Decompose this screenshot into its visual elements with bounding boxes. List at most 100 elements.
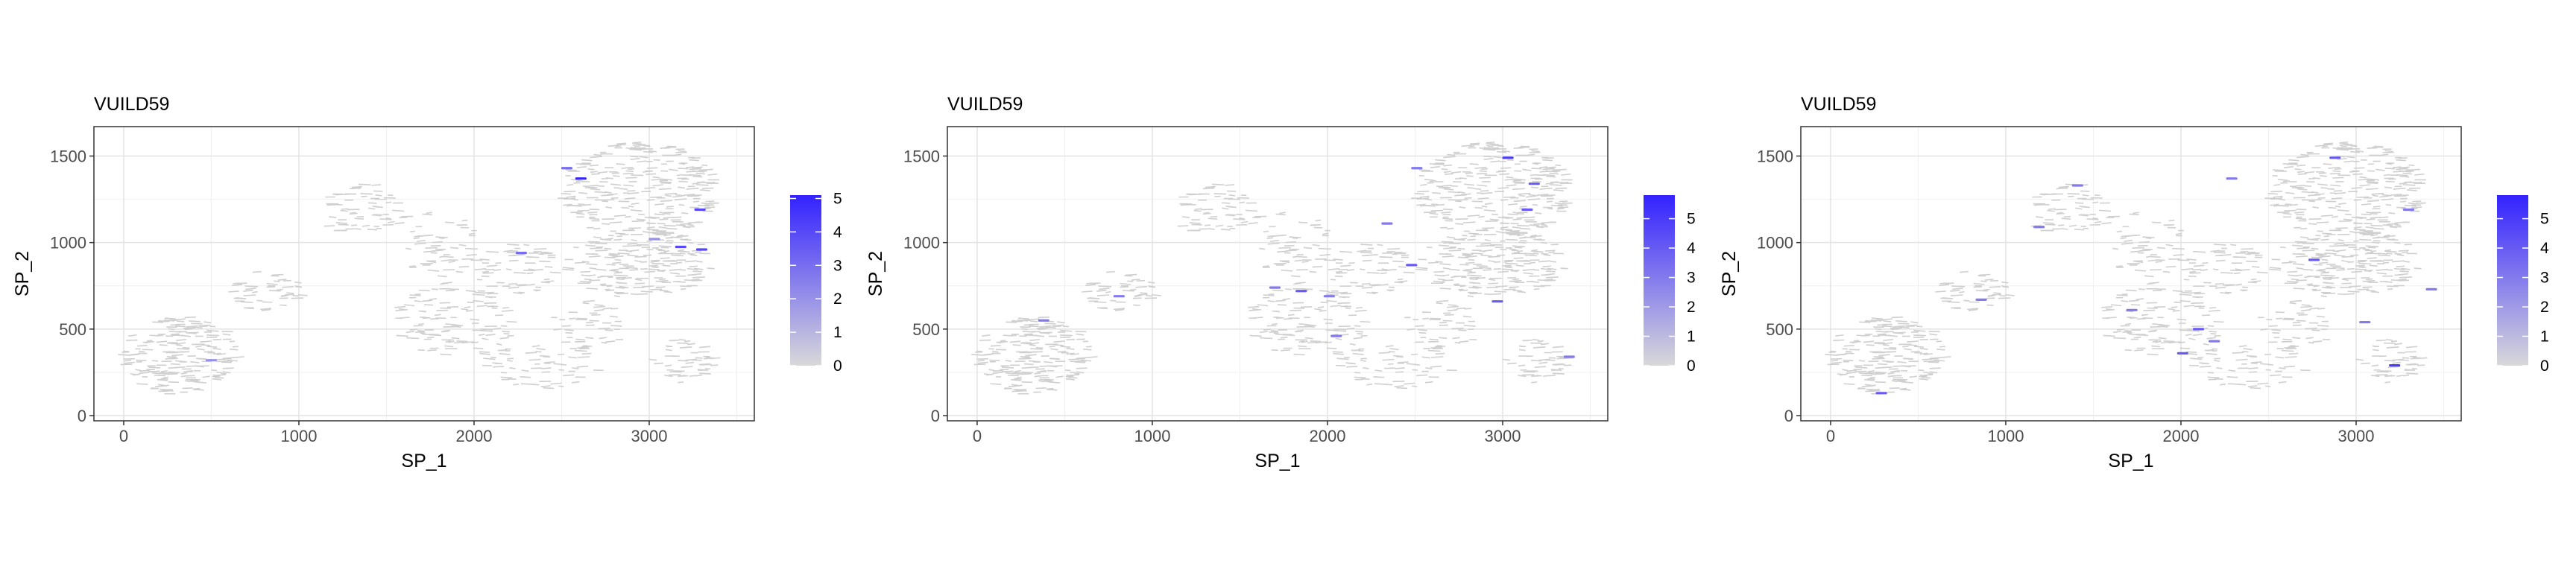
background-cell (358, 183, 371, 185)
background-cell (1443, 241, 1454, 244)
background-cell (543, 387, 555, 390)
background-cell (663, 250, 670, 252)
background-cell (1029, 320, 1038, 322)
background-cell (1913, 346, 1925, 349)
background-cell (1444, 188, 1454, 191)
background-cell (615, 287, 625, 289)
background-cell (2172, 290, 2183, 293)
background-cell (1852, 341, 1858, 344)
background-cell (379, 218, 392, 220)
background-cell (350, 212, 356, 214)
background-cell (621, 206, 630, 209)
chart-title: VUILD59 (1801, 94, 1876, 115)
background-cell (1262, 265, 1269, 267)
background-cell (1144, 297, 1158, 299)
background-cell (1913, 334, 1926, 337)
background-cell (1023, 363, 1034, 366)
background-cell (644, 270, 656, 273)
background-cell (1360, 251, 1372, 254)
background-cell (1518, 349, 1526, 352)
background-cell (1860, 375, 1872, 377)
background-cell (1046, 326, 1056, 329)
background-cell (1005, 360, 1012, 362)
background-cell (1471, 252, 1483, 255)
background-cell (1529, 224, 1540, 226)
background-cell (1335, 337, 1342, 340)
background-cell (1520, 206, 1527, 208)
background-cell (1039, 331, 1050, 334)
background-cell (2335, 227, 2348, 229)
background-cell (414, 300, 422, 302)
background-cell (2411, 206, 2422, 209)
background-cell (1076, 367, 1087, 369)
background-cell (1303, 247, 1313, 250)
background-cell (2074, 229, 2084, 231)
background-cell (2396, 174, 2408, 177)
background-cell (2340, 148, 2352, 150)
x-tick-label: 0 (1826, 427, 1835, 445)
y-tick-label: 0 (1784, 407, 1793, 425)
background-cell (2056, 212, 2063, 214)
background-cell (1469, 163, 1479, 165)
background-cell (1488, 255, 1500, 258)
background-cell (1538, 340, 1544, 343)
background-cell (174, 360, 188, 363)
background-cell (1458, 191, 1465, 194)
background-cell (1240, 220, 1248, 223)
background-cell (609, 270, 619, 273)
background-cell (2311, 256, 2323, 258)
background-cell (2328, 206, 2337, 209)
background-cell (430, 317, 439, 320)
background-cell (2390, 194, 2402, 196)
background-cell (988, 369, 995, 372)
background-cell (427, 269, 440, 272)
background-cell (2408, 363, 2419, 366)
background-cell (1487, 148, 1499, 150)
background-cell (1468, 287, 1479, 289)
background-cell (993, 369, 1004, 372)
background-cell (1892, 331, 1904, 334)
background-cell (2357, 260, 2367, 263)
background-cell (1476, 245, 1489, 247)
background-cell (2399, 182, 2408, 185)
background-cell (148, 366, 161, 369)
background-cell (479, 258, 490, 261)
background-cell (684, 194, 695, 196)
background-cell (601, 194, 614, 197)
background-cell (266, 282, 278, 285)
background-cell (2345, 213, 2352, 216)
background-cell (1553, 189, 1564, 191)
background-cell (2086, 218, 2099, 220)
background-cell (2308, 223, 2317, 225)
background-cell (2332, 277, 2339, 279)
background-cell (1434, 274, 1445, 277)
background-cell (277, 279, 287, 282)
background-cell (1967, 308, 1979, 311)
background-cell (588, 184, 599, 187)
y-tick-label: 1000 (50, 234, 86, 252)
background-cell (2316, 270, 2326, 273)
background-cell (610, 183, 622, 186)
background-cell (180, 372, 188, 375)
background-cell (699, 189, 710, 191)
background-cell (675, 194, 685, 197)
background-cell (1442, 255, 1454, 258)
background-cell (1487, 244, 1495, 247)
background-cell (2384, 249, 2392, 252)
background-cell (2304, 171, 2315, 174)
background-cell (479, 352, 490, 355)
background-cell (2296, 164, 2306, 167)
background-cell (2190, 358, 2203, 360)
legend-tick-label: 4 (833, 223, 842, 241)
background-cell (1352, 352, 1364, 355)
background-cell (1468, 258, 1475, 261)
background-cell (408, 265, 416, 267)
background-cell (611, 255, 624, 258)
background-cell (1998, 297, 2011, 299)
background-cell (2323, 163, 2332, 165)
background-cell (2250, 278, 2257, 281)
background-cell (2399, 276, 2412, 279)
legend-tick-label: 3 (833, 257, 842, 274)
background-cell (1287, 314, 1295, 317)
background-cell (1263, 294, 1275, 296)
